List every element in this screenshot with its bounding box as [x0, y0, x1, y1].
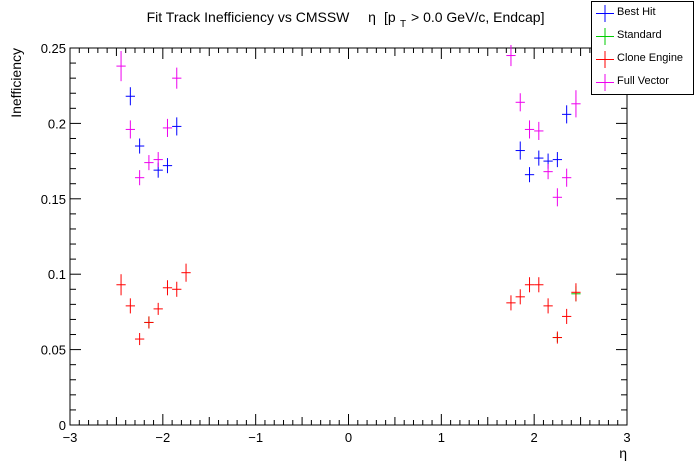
chart-title: Fit Track Inefficiency vs CMSSW	[147, 9, 351, 25]
data-point-clone-engine	[571, 283, 581, 302]
x-axis-label: η	[619, 445, 627, 461]
data-point-clone-engine	[134, 333, 145, 346]
data-point-full-vector	[153, 152, 163, 168]
axis-ticks: −3 −2 −1 0 1 2 3 0 0.05 0.1 0.15 0.2 0.25	[41, 41, 631, 445]
legend: Best Hit Standard Clone Engine Full Vect…	[591, 1, 694, 95]
y-tick-label: 0.15	[41, 192, 66, 207]
data-point-full-vector	[571, 90, 581, 118]
chart-title-cut-open: [p	[384, 9, 396, 25]
x-tick-label: 2	[531, 430, 538, 445]
legend-marker-clone-engine	[596, 51, 614, 68]
data-point-clone-engine	[506, 295, 516, 311]
chart-title-eta: η	[368, 9, 376, 25]
data-point-best-hit	[515, 141, 525, 160]
chart-title-cut-subscript: T	[400, 19, 406, 30]
data-point-full-vector	[524, 120, 535, 139]
x-tick-label: 1	[438, 430, 445, 445]
legend-label-standard: Standard	[617, 29, 662, 41]
legend-marker-standard	[596, 28, 614, 45]
data-point-best-hit	[162, 158, 173, 174]
data-point-full-vector	[134, 170, 145, 186]
data-point-best-hit	[534, 150, 544, 166]
data-point-best-hit	[524, 167, 535, 183]
data-point-full-vector	[515, 93, 525, 112]
data-point-clone-engine	[543, 298, 553, 314]
chart-title-cut-rest: > 0.0 GeV/c, Endcap]	[411, 9, 544, 25]
y-tick-label: 0.05	[41, 343, 66, 358]
plot-frame	[69, 47, 628, 426]
x-tick-label: −3	[63, 430, 78, 445]
data-point-full-vector	[562, 168, 572, 187]
legend-marker-full-vector	[596, 74, 614, 91]
legend-label-full-vector: Full Vector	[617, 75, 669, 87]
legend-label-clone-engine: Clone Engine	[617, 52, 684, 64]
y-tick-label: 0.1	[48, 267, 66, 282]
data-point-full-vector	[162, 118, 173, 137]
data-point-clone-engine	[162, 280, 173, 296]
data-point-clone-engine	[125, 298, 135, 314]
data-point-clone-engine	[562, 308, 572, 324]
data-point-full-vector	[534, 121, 544, 140]
data-point-best-hit	[125, 87, 135, 106]
data-point-clone-engine	[144, 316, 154, 329]
y-axis-label: Inefficiency	[8, 48, 24, 118]
data-point-clone-engine	[552, 331, 563, 344]
y-tick-label: 0.25	[41, 41, 66, 56]
legend-entry-standard: Standard	[592, 25, 693, 48]
x-tick-label: −1	[248, 430, 263, 445]
data-point-clone-engine	[116, 274, 126, 296]
data-point-best-hit	[562, 105, 572, 124]
legend-entry-best-hit: Best Hit	[592, 2, 693, 25]
data-point-full-vector	[552, 188, 563, 207]
data-point-full-vector	[116, 51, 126, 82]
data-point-best-hit	[552, 152, 563, 168]
legend-label-best-hit: Best Hit	[617, 6, 656, 18]
data-point-full-vector	[172, 67, 182, 89]
legend-marker-best-hit	[596, 5, 614, 22]
data-point-clone-engine	[524, 277, 535, 293]
data-point-full-vector	[543, 164, 553, 180]
x-tick-label: 0	[345, 430, 352, 445]
data-point-full-vector	[144, 155, 154, 171]
legend-entry-full-vector: Full Vector	[592, 71, 693, 94]
data-points	[116, 44, 581, 346]
data-point-full-vector	[125, 120, 135, 139]
y-tick-label: 0.2	[48, 116, 66, 131]
data-point-best-hit	[172, 117, 182, 136]
legend-entry-clone-engine: Clone Engine	[592, 48, 693, 71]
data-point-clone-engine	[515, 289, 525, 305]
x-tick-label: −2	[155, 430, 170, 445]
data-point-clone-engine	[181, 263, 191, 282]
x-tick-label: 3	[623, 430, 630, 445]
data-point-full-vector	[506, 44, 516, 67]
data-point-clone-engine	[172, 281, 182, 297]
y-tick-label: 0	[59, 418, 66, 433]
data-point-clone-engine	[153, 302, 163, 315]
data-point-clone-engine	[534, 277, 544, 293]
data-point-best-hit	[134, 138, 145, 154]
